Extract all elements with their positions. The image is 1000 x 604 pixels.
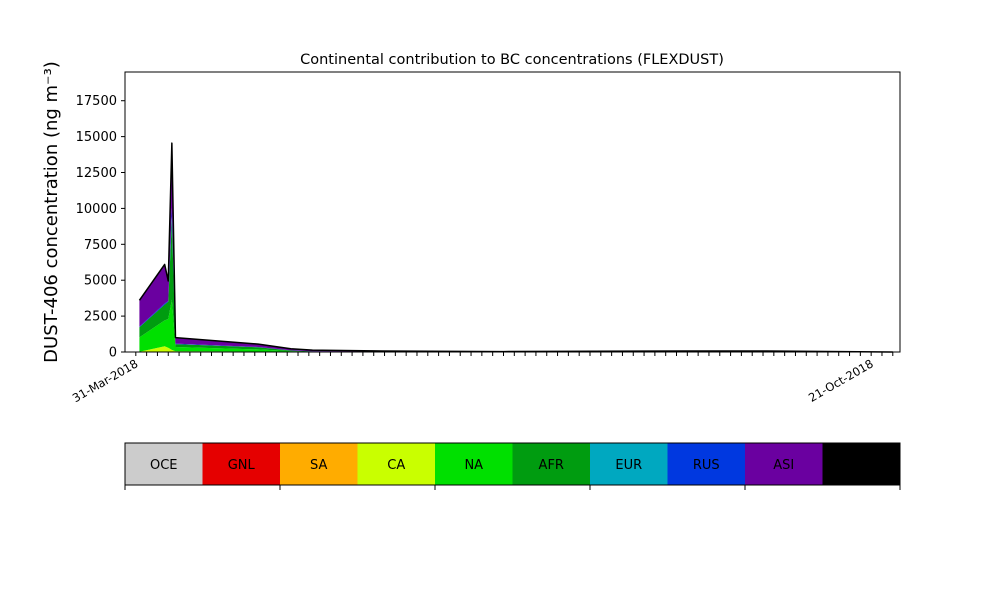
legend-label-aus: AUS bbox=[848, 458, 875, 473]
legend-swatch-sa bbox=[280, 443, 358, 485]
area-aus bbox=[139, 143, 893, 352]
y-tick-label: 12500 bbox=[76, 166, 117, 181]
y-axis-label: DUST-406 concentration (ng m⁻³) bbox=[41, 61, 62, 363]
legend-label-afr: AFR bbox=[539, 458, 564, 473]
total-outline bbox=[138, 142, 893, 353]
legend-label-oce: OCE bbox=[150, 458, 178, 473]
y-tick-label: 15000 bbox=[76, 130, 117, 145]
legend-swatch-aus bbox=[822, 443, 900, 485]
area-asi bbox=[139, 143, 893, 352]
y-tick-label: 0 bbox=[109, 346, 117, 361]
area-afr bbox=[139, 219, 893, 352]
legend-frame bbox=[124, 442, 901, 486]
legend-label-rus: RUS bbox=[693, 458, 720, 473]
legend-swatch-gnl bbox=[202, 443, 280, 485]
area-ca bbox=[139, 346, 893, 352]
y-tick-label: 17500 bbox=[76, 94, 117, 109]
y-tick-label: 10000 bbox=[76, 202, 117, 217]
legend-swatch-ca bbox=[357, 443, 435, 485]
y-tick-label: 5000 bbox=[84, 274, 117, 289]
legend-label-sa: SA bbox=[310, 458, 327, 473]
legend-swatch-eur bbox=[590, 443, 668, 485]
legend-label-na: NA bbox=[464, 458, 483, 473]
area-eur bbox=[139, 216, 893, 352]
x-tick-label: 21-Oct-2018 bbox=[806, 356, 876, 404]
legend-label-ca: CA bbox=[387, 458, 405, 473]
legend-swatch-na bbox=[435, 443, 513, 485]
area-rus bbox=[139, 207, 893, 352]
plot-frame bbox=[124, 71, 901, 353]
x-tick-label: 31-Mar-2018 bbox=[70, 356, 140, 405]
legend-swatch-rus bbox=[667, 443, 745, 485]
y-tick-label: 7500 bbox=[84, 238, 117, 253]
legend-label-eur: EUR bbox=[615, 458, 642, 473]
plot-area: 0 2500 5000 7500 10000 12500 15000 17500 31-Mar-… bbox=[70, 71, 901, 405]
legend-label-gnl: GNL bbox=[228, 458, 256, 473]
legend-swatch-asi bbox=[745, 443, 823, 485]
y-tick-label: 2500 bbox=[84, 310, 117, 325]
legend-swatch-oce bbox=[125, 443, 203, 485]
legend-label-asi: ASI bbox=[773, 458, 794, 473]
legend: OCE GNL SA CA NA AFR EUR RUS ASI AUS bbox=[124, 442, 901, 490]
legend-swatch-afr bbox=[512, 443, 590, 485]
chart-title: Continental contribution to BC concentra… bbox=[300, 52, 724, 68]
